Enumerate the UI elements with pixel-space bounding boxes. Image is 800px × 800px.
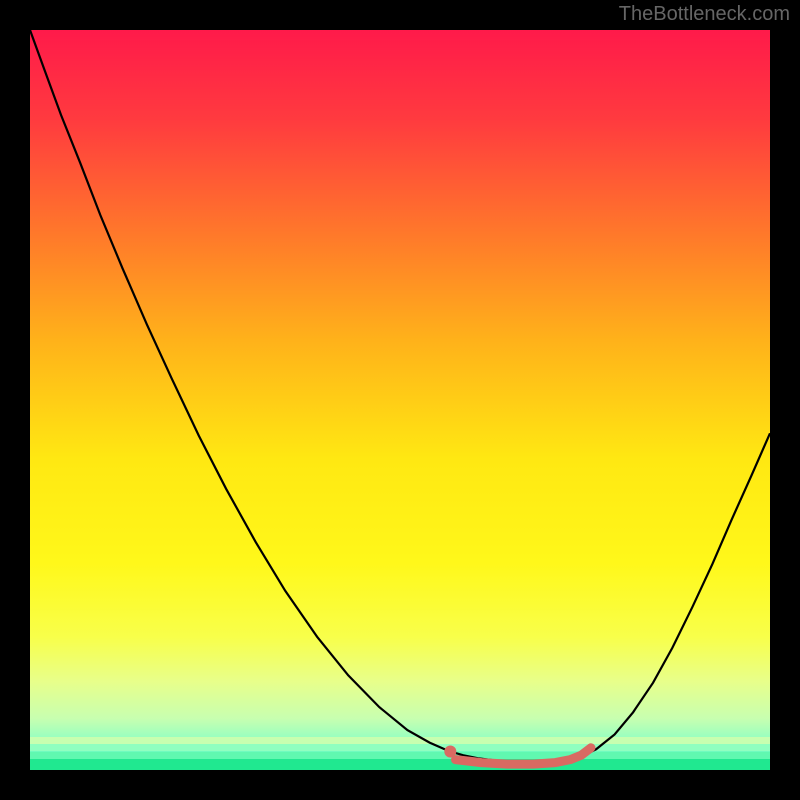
- highlight-segment: [456, 748, 591, 764]
- watermark-text: TheBottleneck.com: [619, 3, 790, 26]
- plot-area: [30, 30, 770, 770]
- highlight-dot: [444, 746, 456, 758]
- curve-layer: [30, 30, 770, 770]
- bottleneck-curve: [30, 30, 770, 763]
